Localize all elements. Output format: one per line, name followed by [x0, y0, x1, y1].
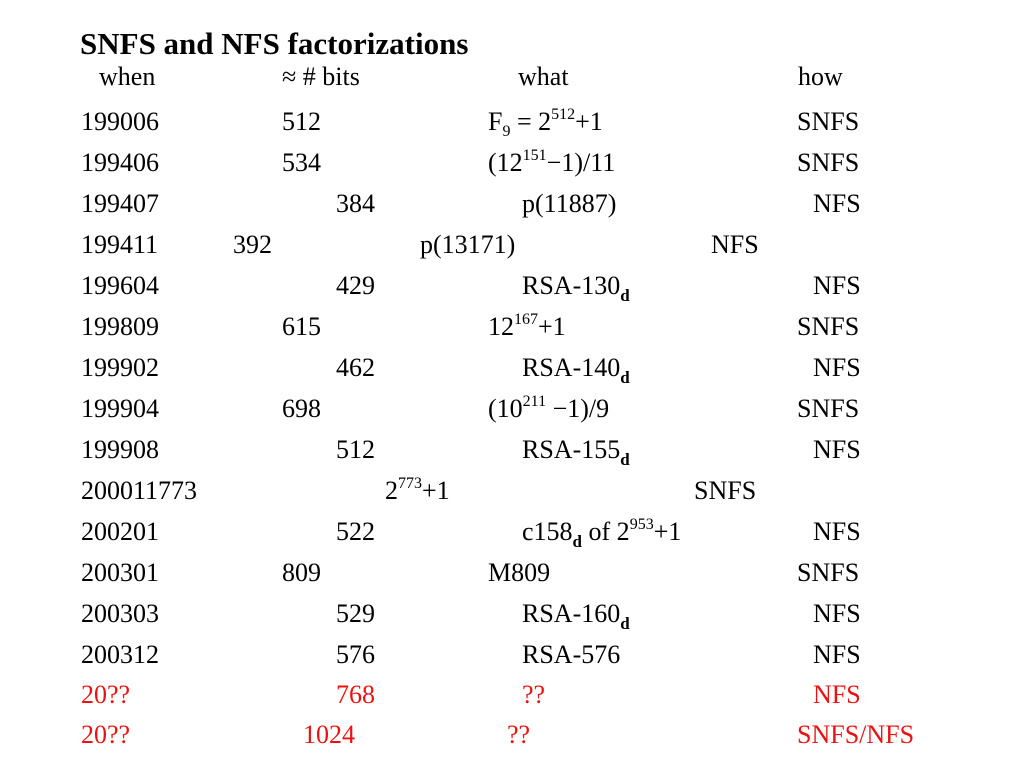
row-13-bits: 529 — [336, 599, 375, 628]
row-5-when: 199604 — [81, 271, 159, 300]
row-2-bits: 534 — [282, 148, 321, 177]
row-4-what: p(13171) — [420, 230, 516, 259]
row-1-bits: 512 — [282, 107, 321, 136]
row-12-bits: 809 — [282, 558, 321, 587]
row-3-bits: 384 — [336, 189, 375, 218]
row-5-how: NFS — [813, 271, 861, 300]
row-12-what: M809 — [488, 558, 551, 587]
row-11-when: 200201 — [81, 517, 159, 546]
row-4-how: NFS — [711, 230, 759, 259]
row-11-how: NFS — [813, 517, 861, 546]
row-7-when: 199902 — [81, 353, 159, 382]
row-11-bits: 522 — [336, 517, 375, 546]
column-header-how: how — [798, 62, 843, 91]
row-1-when: 199006 — [81, 107, 159, 136]
row-3-when: 199407 — [81, 189, 159, 218]
row-10-what: 2773+1 — [385, 475, 450, 505]
row-13-how: NFS — [813, 599, 861, 628]
row-1-how: SNFS — [797, 107, 860, 136]
row-9-what: RSA-155d — [522, 435, 630, 469]
row-2-what: (12151−1)/11 — [488, 147, 616, 177]
row-10-how: SNFS — [694, 476, 757, 505]
row-14-bits: 576 — [336, 640, 375, 669]
column-header-bits: ≈ # bits — [282, 62, 360, 91]
column-header-what: what — [518, 62, 569, 91]
row-2-how: SNFS — [797, 148, 860, 177]
row-9-when: 199908 — [81, 435, 159, 464]
row-14-what: RSA-576 — [522, 640, 621, 669]
row-5-what: RSA-130d — [522, 271, 630, 305]
row-8-what: (10211 −1)/9 — [488, 393, 610, 423]
row-6-bits: 615 — [282, 312, 321, 341]
row-6-when: 199809 — [81, 312, 159, 341]
row-16-when: 20?? — [81, 720, 131, 749]
row-14-how: NFS — [813, 640, 861, 669]
row-3-how: NFS — [813, 189, 861, 218]
row-8-when: 199904 — [81, 394, 159, 423]
row-13-what: RSA-160d — [522, 599, 630, 633]
row-5-bits: 429 — [336, 271, 375, 300]
row-7-what: RSA-140d — [522, 353, 630, 387]
row-4-when: 199411 — [81, 230, 159, 259]
row-3-what: p(11887) — [522, 189, 617, 218]
row-12-how: SNFS — [797, 558, 860, 587]
column-header-when: when — [99, 62, 156, 91]
row-15-bits: 768 — [336, 680, 375, 709]
row-4-bits: 392 — [233, 230, 272, 259]
slide-title: SNFS and NFS factorizations — [80, 26, 469, 61]
row-9-how: NFS — [813, 435, 861, 464]
row-15-how: NFS — [813, 680, 861, 709]
row-7-bits: 462 — [336, 353, 375, 382]
row-16-bits: 1024 — [303, 720, 355, 749]
row-16-how: SNFS/NFS — [797, 720, 915, 749]
row-2-when: 199406 — [81, 148, 159, 177]
row-13-when: 200303 — [81, 599, 159, 628]
row-7-how: NFS — [813, 353, 861, 382]
row-15-when: 20?? — [81, 680, 131, 709]
row-11-what: c158d of 2953+1 — [522, 516, 682, 551]
row-14-when: 200312 — [81, 640, 159, 669]
row-9-bits: 512 — [336, 435, 375, 464]
row-6-what: 12167+1 — [488, 311, 566, 341]
row-16-what: ?? — [507, 720, 531, 749]
row-8-how: SNFS — [797, 394, 860, 423]
row-15-what: ?? — [522, 680, 546, 709]
row-10-when: 200011773 — [81, 476, 198, 505]
row-8-bits: 698 — [282, 394, 321, 423]
row-1-what: F9 = 2512+1 — [488, 106, 603, 140]
row-6-how: SNFS — [797, 312, 860, 341]
row-12-when: 200301 — [81, 558, 159, 587]
